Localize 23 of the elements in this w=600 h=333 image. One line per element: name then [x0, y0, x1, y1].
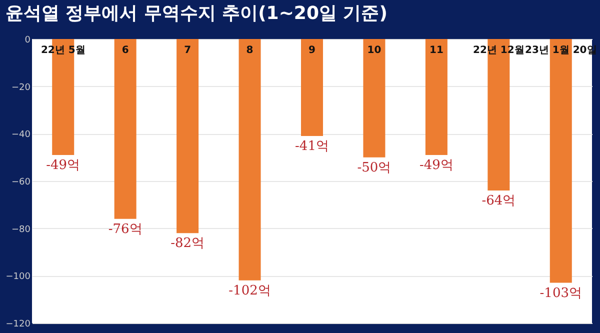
data-label: -49억 [46, 158, 80, 173]
data-label: -103억 [540, 286, 582, 301]
data-label: -64억 [482, 193, 516, 208]
x-tick-label: 6 [122, 45, 129, 56]
x-tick-label: 10 [367, 45, 382, 56]
data-label: -82억 [170, 236, 205, 252]
x-tick-label: 7 [184, 45, 192, 56]
y-tick-label: −40 [12, 130, 31, 140]
data-label: -41억 [295, 139, 329, 154]
y-tick-label: 0 [24, 36, 31, 46]
chart-title: 윤석열 정부에서 무역수지 추이(1~20일 기준) [5, 3, 388, 24]
data-label: -102억 [228, 283, 271, 298]
y-tick-label: −80 [12, 224, 31, 235]
y-tick-label: −20 [12, 82, 31, 93]
y-tick-label: −60 [12, 178, 31, 188]
x-tick-label: 8 [246, 45, 254, 56]
x-tick-label: 11 [429, 45, 444, 56]
data-label: -76억 [108, 222, 142, 237]
data-label: -49억 [419, 158, 454, 173]
x-tick-label: 9 [308, 45, 316, 56]
y-tick-label: −120 [6, 320, 31, 330]
data-label: -50억 [357, 160, 392, 176]
y-tick-label: −100 [6, 272, 31, 282]
